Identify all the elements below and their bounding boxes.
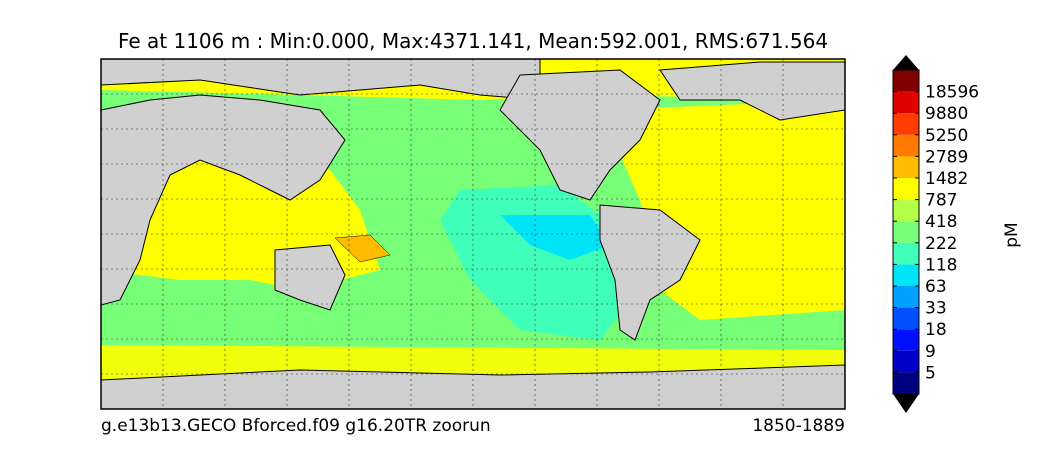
colorbar-band xyxy=(893,91,919,114)
colorbar-tick-label: 9 xyxy=(925,342,936,362)
footer-left: g.e13b13.GECO Bforced.f09 g16.20TR zooru… xyxy=(101,416,491,436)
colorbar-band xyxy=(893,329,919,351)
colorbar-tick-label: 418 xyxy=(925,212,957,232)
land xyxy=(599,204,701,341)
colorbar-band xyxy=(893,199,919,222)
colorbar-tick-label: 18 xyxy=(925,320,947,340)
colorbar-tick-label: 1482 xyxy=(925,169,968,189)
land xyxy=(659,61,845,121)
colorbar-tick-label: 18596 xyxy=(925,83,979,103)
region-lowest xyxy=(500,215,610,260)
land xyxy=(274,244,346,311)
colorbar-tick-label: 2789 xyxy=(925,147,968,167)
colorbar-band xyxy=(893,113,919,135)
colorbar-tick-label: 5 xyxy=(925,363,936,383)
map xyxy=(100,58,846,410)
region-peak xyxy=(334,234,391,263)
colorbar-tick-label: 222 xyxy=(925,234,957,254)
footer-right: 1850-1889 xyxy=(752,416,845,436)
colorbar-band xyxy=(893,350,919,373)
colorbar-band xyxy=(893,372,919,394)
colorbar-band xyxy=(893,70,919,92)
colorbar-extension xyxy=(893,55,919,70)
colorbar-band xyxy=(893,286,919,308)
colorbar-label: pM xyxy=(1002,222,1022,247)
colorbar-band xyxy=(893,156,919,178)
land xyxy=(499,69,661,201)
colorbar-tick-label: 5250 xyxy=(925,126,968,146)
colorbar-tick-label: 33 xyxy=(925,299,947,319)
colorbar-band xyxy=(893,307,919,330)
colorbar-tick-label: 63 xyxy=(925,277,947,297)
colorbar-extension xyxy=(893,394,919,413)
colorbar-band xyxy=(893,221,919,243)
colorbar-tick-label: 9880 xyxy=(925,104,968,124)
land xyxy=(101,94,346,306)
colorbar-tick-label: 118 xyxy=(925,255,957,275)
title: Fe at 1106 m : Min:0.000, Max:4371.141, … xyxy=(118,29,828,53)
colorbar-frame xyxy=(892,69,920,395)
colorbar-band xyxy=(893,242,919,265)
colorbar: 5918336311822241878714822789525098801859… xyxy=(892,55,979,413)
colorbar-band xyxy=(893,134,919,157)
colorbar-tick-label: 787 xyxy=(925,191,957,211)
graticule xyxy=(101,59,845,409)
colorbar-band xyxy=(893,264,919,286)
map-frame xyxy=(100,58,846,410)
colorbar-band xyxy=(893,178,919,200)
